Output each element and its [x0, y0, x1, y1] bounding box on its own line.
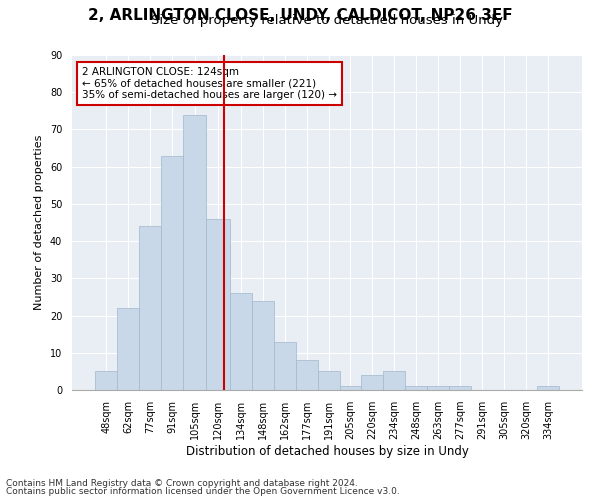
- Bar: [296, 360, 317, 390]
- Bar: [230, 293, 252, 390]
- Bar: [161, 156, 183, 390]
- Bar: [361, 375, 383, 390]
- Text: Contains HM Land Registry data © Crown copyright and database right 2024.: Contains HM Land Registry data © Crown c…: [6, 478, 358, 488]
- Bar: [317, 372, 340, 390]
- Bar: [95, 372, 117, 390]
- Bar: [183, 114, 206, 390]
- Bar: [117, 308, 139, 390]
- Bar: [139, 226, 161, 390]
- Bar: [206, 219, 230, 390]
- Text: Contains public sector information licensed under the Open Government Licence v3: Contains public sector information licen…: [6, 487, 400, 496]
- Text: 2, ARLINGTON CLOSE, UNDY, CALDICOT, NP26 3EF: 2, ARLINGTON CLOSE, UNDY, CALDICOT, NP26…: [88, 8, 512, 22]
- Bar: [406, 386, 427, 390]
- Bar: [449, 386, 471, 390]
- Text: 2 ARLINGTON CLOSE: 124sqm
← 65% of detached houses are smaller (221)
35% of semi: 2 ARLINGTON CLOSE: 124sqm ← 65% of detac…: [82, 66, 337, 100]
- X-axis label: Distribution of detached houses by size in Undy: Distribution of detached houses by size …: [185, 445, 469, 458]
- Bar: [340, 386, 361, 390]
- Bar: [274, 342, 296, 390]
- Y-axis label: Number of detached properties: Number of detached properties: [34, 135, 44, 310]
- Bar: [252, 300, 274, 390]
- Bar: [537, 386, 559, 390]
- Bar: [427, 386, 449, 390]
- Bar: [383, 372, 406, 390]
- Title: Size of property relative to detached houses in Undy: Size of property relative to detached ho…: [151, 14, 503, 28]
